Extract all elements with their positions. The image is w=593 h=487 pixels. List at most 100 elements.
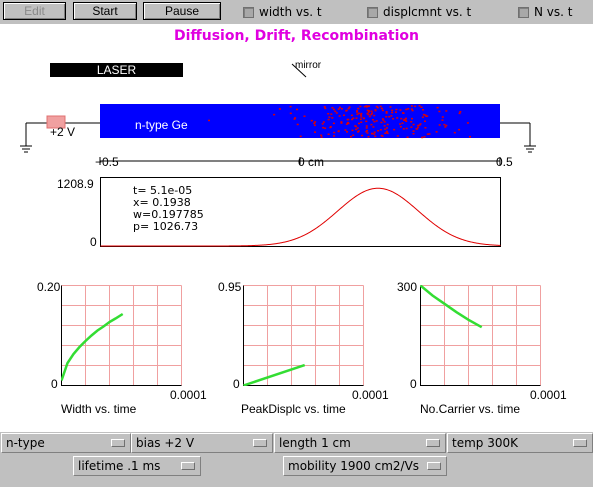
carrier-dot bbox=[425, 115, 428, 117]
profile-frame bbox=[100, 177, 501, 247]
carrier-dot bbox=[273, 113, 276, 116]
temp-select[interactable]: temp 300K bbox=[447, 433, 593, 453]
carrier-dot bbox=[389, 106, 392, 108]
chart0-ytop-label: 0.20 bbox=[37, 280, 61, 294]
edit-button[interactable]: Edit bbox=[3, 2, 66, 20]
carrier-dot bbox=[356, 111, 358, 113]
carrier-dot bbox=[323, 106, 326, 108]
carrier-dot bbox=[352, 117, 355, 119]
carrier-dot bbox=[379, 129, 382, 131]
battery-icon bbox=[46, 115, 66, 129]
carrier-dot bbox=[347, 107, 350, 110]
carrier-dot bbox=[418, 105, 421, 107]
carrier-dot bbox=[313, 124, 316, 127]
carrier-dot bbox=[324, 107, 327, 110]
carrier-dot bbox=[412, 123, 415, 126]
carrier-dot bbox=[391, 109, 394, 112]
carrier-dot bbox=[374, 135, 377, 138]
chart2-ybottom-label: 0 bbox=[410, 377, 417, 391]
length-select[interactable]: length 1 cm bbox=[274, 433, 446, 453]
carrier-dot bbox=[392, 118, 395, 120]
carrier-dot bbox=[380, 121, 383, 124]
carrier-dot bbox=[355, 128, 358, 131]
carrier-dot bbox=[345, 123, 348, 125]
start-button[interactable]: Start bbox=[73, 2, 137, 20]
grid-lines bbox=[243, 285, 364, 386]
carrier-dot bbox=[333, 135, 335, 137]
carrier-dot bbox=[320, 134, 323, 136]
carrier-dot bbox=[373, 120, 376, 123]
chevron-down-icon bbox=[573, 439, 587, 447]
carrier-dot bbox=[373, 131, 376, 133]
carrier-dot bbox=[383, 125, 386, 127]
carrier-dot bbox=[332, 108, 335, 111]
displcmnt-vs-t-label: displcmnt vs. t bbox=[383, 5, 472, 19]
carrier-dot bbox=[354, 125, 357, 127]
carrier-count-chart bbox=[420, 285, 541, 386]
chart0-xright-label: 0.0001 bbox=[170, 388, 207, 402]
n-vs-t-checkbox[interactable]: N vs. t bbox=[518, 3, 572, 21]
chevron-down-icon bbox=[253, 439, 267, 447]
carrier-dot bbox=[396, 117, 399, 119]
carrier-dot bbox=[330, 113, 333, 115]
carrier-dot bbox=[370, 123, 373, 126]
carrier-dot bbox=[466, 122, 469, 124]
carrier-dot bbox=[365, 130, 368, 133]
carrier-dot bbox=[328, 116, 331, 118]
carrier-dot bbox=[322, 126, 325, 129]
carrier-dot bbox=[322, 121, 325, 123]
chevron-down-icon bbox=[111, 439, 125, 447]
displcmnt-vs-t-checkbox[interactable]: displcmnt vs. t bbox=[367, 3, 471, 21]
carrier-dot bbox=[410, 105, 413, 107]
laser-bar: LASER bbox=[50, 63, 183, 77]
carrier-type-select[interactable]: n-type bbox=[1, 433, 131, 453]
carrier-dot bbox=[441, 116, 444, 118]
carrier-dot bbox=[424, 114, 427, 116]
pause-button[interactable]: Pause bbox=[143, 2, 221, 20]
width-vs-t-checkbox[interactable]: width vs. t bbox=[243, 3, 322, 21]
carrier-dot bbox=[367, 136, 370, 138]
carrier-dot bbox=[289, 105, 292, 108]
device-diagram bbox=[20, 63, 536, 165]
mobility-select[interactable]: mobility 1900 cm2/Vs bbox=[283, 456, 447, 476]
bias-value: bias +2 V bbox=[136, 436, 195, 450]
carrier-dot bbox=[417, 126, 420, 129]
carrier-dot bbox=[294, 117, 297, 119]
carrier-dot bbox=[386, 123, 389, 126]
carrier-dot bbox=[421, 116, 424, 118]
length-value: length 1 cm bbox=[279, 436, 351, 450]
carrier-dot bbox=[453, 131, 456, 134]
carrier-dot bbox=[351, 118, 353, 121]
carrier-dot bbox=[381, 118, 384, 120]
carrier-dot bbox=[469, 136, 471, 138]
carrier-dot bbox=[396, 135, 399, 137]
carrier-dot bbox=[410, 108, 413, 110]
carrier-dot bbox=[362, 117, 365, 119]
carrier-dot bbox=[313, 122, 316, 125]
carrier-dot bbox=[395, 108, 398, 111]
carrier-dot bbox=[421, 136, 424, 139]
carrier-dot bbox=[346, 118, 349, 121]
carrier-dot bbox=[424, 127, 427, 129]
lifetime-select[interactable]: lifetime .1 ms bbox=[73, 456, 201, 476]
carrier-dot bbox=[329, 126, 332, 128]
carrier-dot bbox=[428, 133, 431, 135]
lifetime-value: lifetime .1 ms bbox=[78, 459, 161, 473]
carrier-dot bbox=[373, 114, 376, 117]
carrier-type-value: n-type bbox=[6, 436, 45, 450]
carrier-dot bbox=[411, 117, 413, 120]
series-line bbox=[61, 312, 124, 381]
carrier-dot bbox=[368, 115, 371, 118]
carrier-dot bbox=[435, 131, 438, 133]
carrier-dot bbox=[445, 110, 448, 112]
carrier-dot bbox=[321, 123, 324, 125]
grid-lines bbox=[61, 285, 182, 386]
carrier-dot bbox=[400, 117, 403, 120]
mirror-icon bbox=[291, 63, 307, 78]
scale-right-label: 0.5 bbox=[496, 155, 513, 169]
carrier-dot bbox=[412, 130, 415, 132]
carrier-dot bbox=[420, 106, 423, 108]
bias-select[interactable]: bias +2 V bbox=[131, 433, 273, 453]
mirror-label: mirror bbox=[295, 60, 322, 71]
carrier-dot bbox=[366, 130, 368, 132]
